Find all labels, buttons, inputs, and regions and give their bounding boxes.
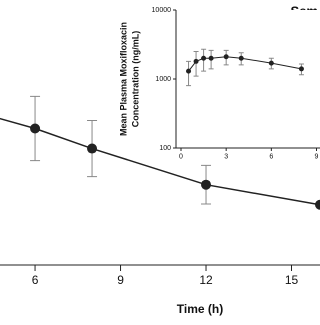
series [0,95,320,210]
x-tick-label: 6 [32,273,39,287]
point [30,123,41,134]
point [268,60,274,66]
inset-y-label: Mean Plasma Moxifloxacin [118,22,128,136]
x-tick-label: 12 [199,273,213,287]
x-axis-label: Time (h) [177,302,223,316]
inset-background [176,10,320,148]
point [208,55,214,61]
point [201,179,212,190]
x-tick-label: 3 [224,153,228,160]
y-tick-label: 1000 [155,76,171,83]
point [315,199,320,210]
y-tick-label: 100 [159,145,171,152]
point [87,143,98,154]
x-tick-label: 9 [117,273,124,287]
inset-y-label: Concentration (ng/mL) [130,31,140,128]
point [238,55,244,61]
point [223,54,229,60]
point [201,55,207,61]
series [186,48,304,87]
point [193,58,199,64]
x-tick-label: 15 [285,273,299,287]
y-tick-label: 10000 [152,7,172,14]
point [298,66,304,72]
x-tick-label: 6 [269,153,273,160]
point [186,68,192,74]
x-tick-label: 0 [179,153,183,160]
x-tick-label: 9 [315,153,319,160]
